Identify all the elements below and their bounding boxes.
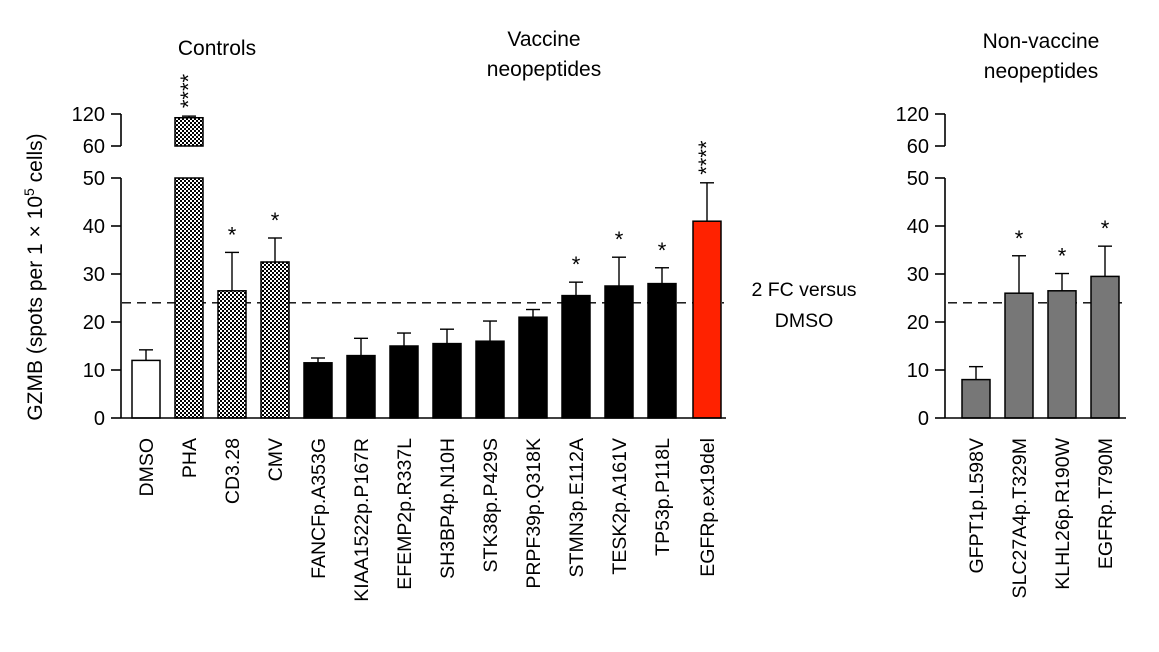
bar bbox=[217, 290, 247, 419]
group-label: neopeptides bbox=[487, 58, 601, 81]
bar bbox=[647, 282, 677, 419]
significance-label: **** bbox=[176, 73, 201, 108]
x-tick-label: SH3BP4p.N10H bbox=[437, 438, 459, 579]
group-label: Controls bbox=[178, 37, 256, 60]
y-axis-label-superscript: 5 bbox=[21, 188, 37, 196]
significance-label: * bbox=[1015, 226, 1024, 251]
group-label: Non-vaccine bbox=[983, 30, 1100, 53]
significance-label: * bbox=[615, 227, 624, 252]
bar-series-panel-1: DMSO **** PHA * CD3.28 * CMV FANCFp.A353G KIAA15… bbox=[131, 73, 722, 602]
bar bbox=[518, 316, 548, 419]
x-tick-label: TP53p.P118L bbox=[652, 438, 674, 556]
x-tick-label: TESK2p.A161V bbox=[609, 438, 631, 575]
x-tick-label: STK38p.P429S bbox=[480, 438, 502, 572]
y-axis-label-end: cells) bbox=[24, 133, 47, 188]
y-tick-label: 50 bbox=[907, 168, 929, 190]
x-tick-label: CMV bbox=[265, 438, 287, 481]
bar bbox=[604, 285, 634, 419]
y-tick-label: 60 bbox=[83, 136, 105, 158]
bar bbox=[131, 359, 161, 419]
significance-label: * bbox=[658, 238, 667, 263]
significance-label: * bbox=[1058, 244, 1067, 269]
y-tick-label: 40 bbox=[83, 216, 105, 238]
x-tick-label: STMN3p.E112A bbox=[566, 438, 588, 577]
group-label: neopeptides bbox=[984, 60, 1098, 83]
bar bbox=[475, 340, 505, 419]
x-tick-label: EFEMP2p.R337L bbox=[394, 438, 416, 590]
significance-label: * bbox=[228, 222, 237, 247]
bar bbox=[303, 362, 333, 419]
y-tick-label: 10 bbox=[907, 360, 929, 382]
bar-series-panel-2: GFPT1p.L598V * SLC27A4p.T329M * KLHL26p.R190… bbox=[961, 216, 1120, 598]
x-tick-label: PRPF39p.Q318K bbox=[523, 438, 545, 589]
bar bbox=[174, 177, 204, 419]
significance-label: **** bbox=[694, 140, 719, 175]
y-tick-label: 30 bbox=[83, 264, 105, 286]
bar bbox=[961, 378, 991, 419]
bar bbox=[1004, 292, 1034, 419]
y-tick-label: 30 bbox=[907, 264, 929, 286]
bar bbox=[692, 220, 722, 419]
x-tick-label: KLHL26p.R190W bbox=[1052, 437, 1074, 589]
y-axis-2: 0 10 20 30 40 50 60 120 bbox=[896, 104, 946, 430]
bar bbox=[260, 261, 290, 419]
y-tick-label: 50 bbox=[83, 168, 105, 190]
bar-upper-segment bbox=[174, 116, 204, 147]
x-tick-label: PHA bbox=[179, 438, 201, 478]
bar bbox=[346, 354, 376, 419]
bar bbox=[1090, 275, 1120, 419]
bar bbox=[1047, 290, 1077, 419]
bar bbox=[561, 294, 591, 419]
x-tick-label: EGFRp.ex19del bbox=[697, 438, 719, 577]
x-tick-label: GFPT1p.L598V bbox=[966, 438, 988, 574]
significance-label: * bbox=[271, 208, 280, 233]
x-tick-label: DMSO bbox=[136, 438, 158, 497]
y-axis-label: GZMB (spots per 1 × 105 cells) bbox=[21, 133, 47, 420]
x-tick-label: SLC27A4p.T329M bbox=[1009, 438, 1031, 598]
bar bbox=[389, 345, 419, 419]
x-tick-label: CD3.28 bbox=[222, 438, 244, 504]
reference-line-label: DMSO bbox=[775, 310, 834, 332]
significance-label: * bbox=[1101, 216, 1110, 241]
y-tick-label: 0 bbox=[94, 408, 105, 430]
significance-label: * bbox=[572, 252, 581, 277]
group-label: Vaccine bbox=[507, 28, 580, 51]
x-tick-label: EGFRp.T790M bbox=[1095, 438, 1117, 569]
y-tick-label: 60 bbox=[907, 136, 929, 158]
y-tick-label: 120 bbox=[72, 104, 105, 126]
y-tick-label: 20 bbox=[907, 312, 929, 334]
y-tick-label: 40 bbox=[907, 216, 929, 238]
y-tick-label: 10 bbox=[83, 360, 105, 382]
y-axis-1: 0 10 20 30 40 50 60 120 bbox=[72, 104, 122, 430]
x-tick-label: KIAA1522p.P167R bbox=[351, 438, 373, 602]
reference-line-label: 2 FC versus bbox=[751, 279, 856, 301]
y-tick-label: 120 bbox=[896, 104, 929, 126]
bar bbox=[432, 342, 462, 419]
y-tick-label: 20 bbox=[83, 312, 105, 334]
y-tick-label: 0 bbox=[918, 408, 929, 430]
x-tick-label: FANCFp.A353G bbox=[308, 438, 330, 579]
